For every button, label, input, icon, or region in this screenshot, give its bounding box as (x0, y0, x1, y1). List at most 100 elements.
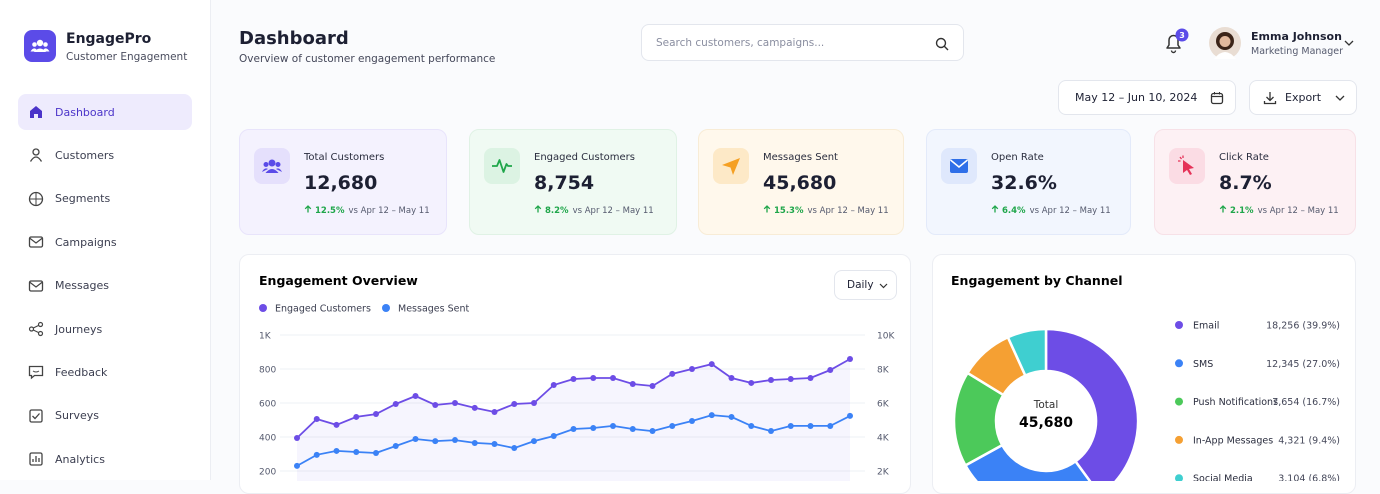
y-tick-label: 1K (259, 332, 272, 342)
export-button[interactable]: Export (1249, 80, 1357, 115)
donut-slice (1006, 327, 1048, 378)
nav-item[interactable]: Analytics (18, 441, 192, 477)
page-title: Dashboard (239, 28, 349, 49)
data-point (392, 443, 399, 450)
nav-icon (29, 452, 43, 466)
nav-label: Journeys (55, 322, 103, 336)
legend-label: SMS (1193, 359, 1213, 370)
data-point (432, 438, 439, 445)
logo-icon (30, 39, 50, 52)
chart-title: Engagement Overview (259, 273, 418, 288)
data-point (570, 426, 577, 433)
kpi-label: Messages Sent (763, 152, 838, 163)
donut-slice (1044, 327, 1140, 481)
kpi-value: 8.7% (1219, 172, 1272, 194)
data-point (807, 422, 814, 429)
data-point (847, 355, 853, 362)
legend-marker (259, 304, 267, 312)
kpi-icon (950, 159, 968, 173)
legend-marker (1175, 359, 1183, 368)
data-point (373, 411, 379, 418)
y2-tick-label: 8K (877, 366, 890, 376)
data-point (768, 428, 774, 435)
period-filter[interactable]: Daily (834, 270, 897, 300)
kpi-value: 8,754 (534, 172, 595, 194)
notification-bell[interactable]: 3 (1162, 28, 1192, 58)
data-point (629, 426, 636, 433)
export-icon (1263, 92, 1277, 105)
data-point (511, 445, 518, 452)
data-point (313, 415, 320, 422)
data-point (689, 366, 695, 372)
y2-tick-label: 4K (877, 434, 890, 444)
data-point (649, 428, 656, 435)
nav-item[interactable]: Feedback (18, 354, 192, 390)
data-point (728, 375, 735, 382)
data-point (550, 381, 557, 388)
up-arrow (763, 205, 771, 213)
data-point (768, 377, 774, 384)
kpi-icon-box (254, 148, 290, 184)
kpi-icon-box (484, 148, 520, 184)
up-arrow (991, 205, 999, 213)
page-subtitle: Overview of customer engagement performa… (239, 53, 496, 65)
donut-chart: Engagement by Channel Total 45,680 Email 18,… (951, 273, 1340, 481)
user-avatar[interactable] (1209, 27, 1241, 59)
nav-icon (28, 236, 44, 248)
search-placeholder: Search customers, campaigns... (656, 36, 825, 49)
y2-tick-label: 6K (877, 400, 890, 410)
calendar-icon (1210, 92, 1224, 105)
nav-item[interactable]: Customers (18, 137, 192, 173)
nav-icon (28, 366, 44, 380)
engagement-overview-card: Engagement Overview Engaged Customers Mess… (239, 254, 911, 494)
user-role: Marketing Manager (1251, 46, 1344, 57)
donut-center-label: Total (1033, 399, 1059, 411)
search-box[interactable]: Search customers, campaigns... (641, 24, 964, 61)
y2-tick-label: 2K (877, 468, 890, 478)
nav-item[interactable]: Messages (18, 268, 192, 304)
data-point (689, 418, 695, 425)
nav-item[interactable]: Surveys (18, 398, 192, 434)
date-range: May 12 – Jun 10, 2024 (1075, 91, 1198, 104)
data-point (452, 437, 458, 444)
data-point (373, 449, 379, 456)
nav-item[interactable]: Segments (18, 181, 192, 217)
kpi-icon-box (1169, 148, 1205, 184)
data-point (649, 383, 656, 389)
data-point (491, 440, 498, 447)
data-point (452, 400, 458, 406)
nav-item[interactable]: Dashboard (18, 94, 192, 130)
nav-item[interactable]: Journeys (18, 311, 192, 347)
data-point (353, 448, 360, 455)
y-tick-label: 400 (259, 434, 276, 444)
legend-marker (1175, 321, 1183, 329)
nav-item[interactable]: Campaigns (18, 224, 192, 260)
date-range-picker[interactable]: May 12 – Jun 10, 2024 (1058, 80, 1236, 115)
export-chevron (1335, 95, 1345, 101)
kpi-card: Open Rate 32.6% 6.4% vs Apr 12 – May 11 (926, 129, 1131, 235)
kpi-change: 6.4% vs Apr 12 – May 11 (991, 205, 1111, 216)
data-point (610, 375, 616, 382)
data-point (847, 412, 853, 419)
data-point (511, 401, 518, 408)
y-tick-label: 600 (259, 400, 276, 410)
brand-name: EngagePro (66, 31, 152, 47)
kpi-value: 12,680 (304, 172, 378, 194)
kpi-change: 15.3% vs Apr 12 – May 11 (763, 205, 889, 216)
data-point (708, 361, 715, 368)
y2-tick-label: 10K (877, 332, 895, 342)
filter-chevron (879, 283, 888, 289)
data-point (708, 412, 715, 419)
kpi-period: vs Apr 12 – May 11 (572, 206, 654, 216)
legend-label: Email (1193, 321, 1219, 332)
data-point (787, 376, 794, 383)
data-point (313, 451, 320, 458)
data-point (827, 422, 834, 429)
kpi-icon (1178, 155, 1194, 175)
data-point (748, 422, 755, 429)
kpi-change-value: 15.3% (774, 206, 804, 216)
user-menu-chevron[interactable] (1344, 39, 1354, 47)
kpi-change: 8.2% vs Apr 12 – May 11 (534, 205, 654, 216)
nav-label: Dashboard (55, 105, 115, 119)
nav-label: Analytics (55, 452, 105, 466)
